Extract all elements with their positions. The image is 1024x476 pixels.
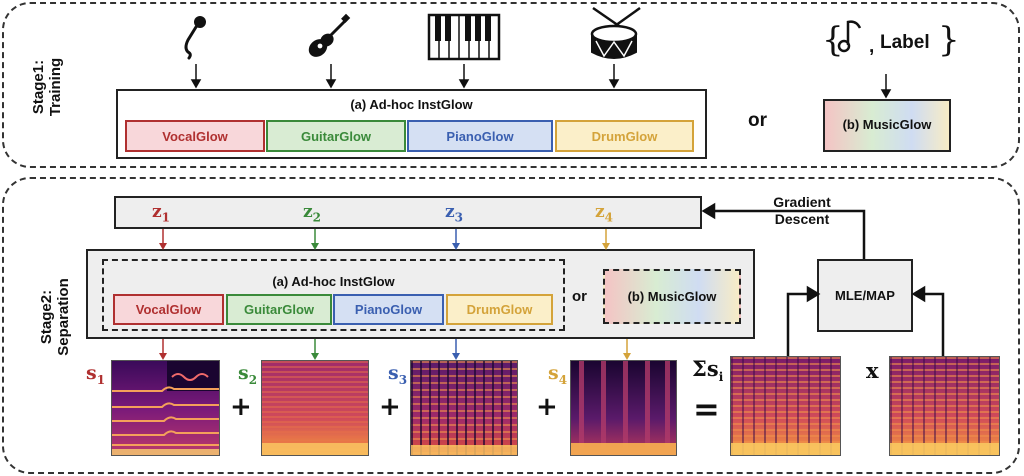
stage1-guitarglow: GuitarGlow <box>266 120 406 152</box>
spectrogram-vocal <box>111 360 220 456</box>
stage1-label-text: Label <box>880 32 930 53</box>
mixture-label: x <box>866 358 879 383</box>
stage2-musicglow-box <box>603 269 741 324</box>
source-s3: s3 <box>388 362 408 387</box>
stage1-brace-open: { <box>822 20 844 60</box>
gradient-line2: Descent <box>774 211 830 227</box>
stage2-adhoc-box <box>102 259 565 331</box>
mle-map-label: MLE/MAP <box>835 288 895 303</box>
spectrogram-mixture <box>889 356 1000 456</box>
piano-icon <box>427 13 501 61</box>
sum-label: Σsi <box>692 356 724 385</box>
stage2-panel <box>2 177 1020 474</box>
stage1-musicglow-box <box>823 99 951 152</box>
stage2-vocalglow: VocalGlow <box>113 294 224 325</box>
latent-bar <box>114 196 702 229</box>
microphone-icon <box>184 16 206 60</box>
stage1-comma: , <box>869 36 875 57</box>
stage1-arrows <box>190 64 892 99</box>
mle-map-box <box>817 259 913 332</box>
plus-operator-3: + <box>536 392 558 422</box>
stage1-musicglow-title: (b) MusicGlow <box>842 117 932 132</box>
spectrogram-sum <box>730 356 841 456</box>
plus-operator-1: + <box>230 392 252 422</box>
plus-operator-2: + <box>379 392 401 422</box>
stage2-pianoglow: PianoGlow <box>333 294 444 325</box>
stage2-guitarglow: GuitarGlow <box>226 294 332 325</box>
spectrogram-vocal-image <box>112 361 219 455</box>
gradient-line1: Gradient <box>773 194 831 210</box>
spectrogram-sum-image <box>731 357 840 455</box>
gradient-descent-label: Gradient Descent <box>752 194 852 228</box>
drum-icon <box>590 6 641 59</box>
stage1-adhoc-title: (a) Ad-hoc InstGlow <box>350 97 473 112</box>
stage2-adhoc-title: (a) Ad-hoc InstGlow <box>272 274 395 289</box>
stage1-panel <box>2 2 1020 168</box>
guitar-icon <box>308 13 351 57</box>
spectrogram-guitar <box>261 360 369 456</box>
latent-z2: z2 <box>303 202 322 225</box>
spectrogram-drum-image <box>571 361 676 455</box>
spectrogram-guitar-image <box>262 361 368 455</box>
source-s2: s2 <box>238 362 258 387</box>
stage1-pianoglow: PianoGlow <box>407 120 553 152</box>
stage1-vocalglow: VocalGlow <box>125 120 265 152</box>
stage2-musicglow-title: (b) MusicGlow <box>627 289 717 304</box>
stage1-drumglow: DrumGlow <box>555 120 694 152</box>
latent-z1: z1 <box>152 202 171 225</box>
latent-z4: z4 <box>595 202 614 225</box>
stage1-brace-close: } <box>938 20 960 60</box>
stage2-drumglow: DrumGlow <box>446 294 553 325</box>
stage2-or: or <box>572 288 587 305</box>
stage1-or: or <box>748 110 767 131</box>
source-s1: s1 <box>86 362 106 387</box>
spectrogram-drum <box>570 360 677 456</box>
spectrogram-piano <box>410 360 518 456</box>
equals-operator: = <box>693 390 720 428</box>
latent-z3: z3 <box>445 202 464 225</box>
source-s4: s4 <box>548 362 568 387</box>
spectrogram-piano-image <box>411 361 517 455</box>
spectrogram-mixture-image <box>890 357 999 455</box>
music-note-icon <box>837 20 862 53</box>
